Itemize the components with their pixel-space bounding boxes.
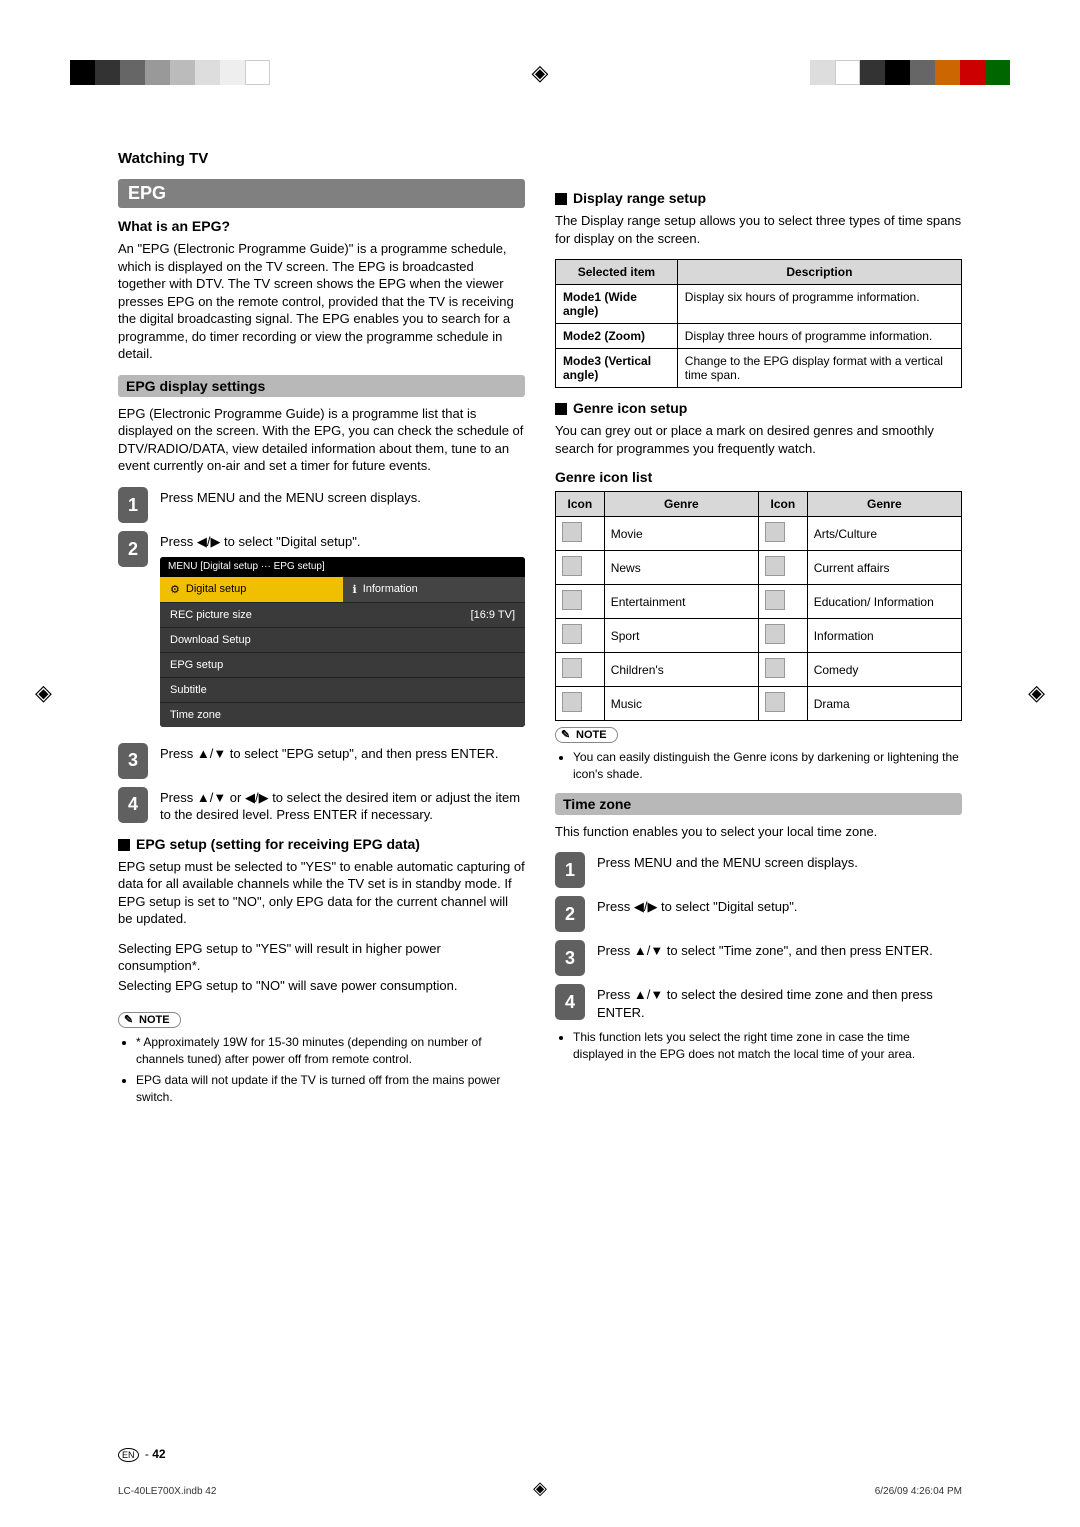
range-item: Mode2 (Zoom) <box>556 324 678 349</box>
genre-note-list: You can easily distinguish the Genre ico… <box>555 749 962 783</box>
range-desc: Display six hours of programme informati… <box>677 285 961 324</box>
note-item: This function lets you select the right … <box>573 1029 962 1063</box>
step-num: 4 <box>555 984 585 1020</box>
range-table: Selected item Description Mode1 (Wide an… <box>555 259 962 388</box>
footer-date: 6/26/09 4:26:04 PM <box>875 1486 962 1497</box>
range-th: Description <box>677 260 961 285</box>
genre-icon <box>562 556 582 576</box>
menu-item: Subtitle <box>160 677 525 702</box>
tz-step-3: 3 Press ▲/▼ to select "Time zone", and t… <box>555 940 962 976</box>
epg-display-settings-bar: EPG display settings <box>118 375 525 397</box>
genre-icon <box>765 590 785 610</box>
info-icon: ℹ <box>353 583 357 596</box>
crop-squares-right <box>810 60 1010 85</box>
display-range-body: The Display range setup allows you to se… <box>555 212 962 247</box>
footer-page: EN - 42 <box>118 1447 962 1462</box>
step-text: Press ▲/▼ to select "Time zone", and the… <box>597 940 933 960</box>
registration-mark-right: ◈ <box>1028 680 1045 706</box>
note-list-left: * Approximately 19W for 15-30 minutes (d… <box>118 1034 525 1105</box>
menu-item: Download Setup <box>160 627 525 652</box>
range-desc: Change to the EPG display format with a … <box>677 349 961 388</box>
menu-item: Time zone <box>160 702 525 727</box>
registration-mark-top: ◈ <box>532 60 549 86</box>
tz-step-1: 1 Press MENU and the MENU screen display… <box>555 852 962 888</box>
genre-icon <box>562 624 582 644</box>
step-text: Press MENU and the MENU screen displays. <box>597 852 858 872</box>
left-column: Watching TV EPG What is an EPG? An "EPG … <box>118 150 525 1110</box>
step-num: 1 <box>118 487 148 523</box>
step-num: 2 <box>118 531 148 567</box>
genre-list-title: Genre icon list <box>555 469 962 485</box>
genre-icon <box>765 556 785 576</box>
note-item: EPG data will not update if the TV is tu… <box>136 1072 525 1106</box>
step-1: 1 Press MENU and the MENU screen display… <box>118 487 525 523</box>
note-badge: NOTE <box>555 727 618 743</box>
step-num: 3 <box>555 940 585 976</box>
time-zone-body: This function enables you to select your… <box>555 823 962 841</box>
step-num: 2 <box>555 896 585 932</box>
genre-icon <box>562 522 582 542</box>
crop-marks: ◈ <box>0 60 1080 90</box>
what-is-epg-title: What is an EPG? <box>118 218 525 234</box>
note-item: * Approximately 19W for 15-30 minutes (d… <box>136 1034 525 1068</box>
genre-icon <box>562 692 582 712</box>
menu-item: EPG setup <box>160 652 525 677</box>
note-badge: NOTE <box>118 1012 181 1028</box>
menu-breadcrumb: MENU [Digital setup ··· EPG setup] <box>160 557 525 576</box>
step-num: 4 <box>118 787 148 823</box>
range-item: Mode3 (Vertical angle) <box>556 349 678 388</box>
range-desc: Display three hours of programme informa… <box>677 324 961 349</box>
step-text: Press ◀/▶ to select "Digital setup". <box>160 531 525 551</box>
menu-tab-info: ℹInformation <box>343 576 526 602</box>
step-4: 4 Press ▲/▼ or ◀/▶ to select the desired… <box>118 787 525 824</box>
step-num: 1 <box>555 852 585 888</box>
genre-icon <box>765 692 785 712</box>
settings-icon: ⚙ <box>170 583 180 596</box>
display-range-title: Display range setup <box>555 190 962 206</box>
genre-icon <box>765 624 785 644</box>
tz-note-list: This function lets you select the right … <box>555 1029 962 1063</box>
page-header: Watching TV <box>118 150 525 167</box>
lang-badge: EN <box>118 1448 139 1462</box>
step-3: 3 Press ▲/▼ to select "EPG setup", and t… <box>118 743 525 779</box>
right-column: Display range setup The Display range se… <box>555 150 962 1110</box>
genre-icon <box>562 590 582 610</box>
epg-header: EPG <box>118 179 525 208</box>
registration-mark-bottom: ◈ <box>533 1478 547 1499</box>
genre-icon <box>765 658 785 678</box>
epg-setup-heading: EPG setup (setting for receiving EPG dat… <box>118 836 525 852</box>
registration-mark-left: ◈ <box>35 680 52 706</box>
genre-table: Icon Genre Icon Genre MovieArts/Culture … <box>555 491 962 721</box>
what-is-epg-body: An "EPG (Electronic Programme Guide)" is… <box>118 240 525 363</box>
range-th: Selected item <box>556 260 678 285</box>
epg-display-body: EPG (Electronic Programme Guide) is a pr… <box>118 405 525 475</box>
tz-step-2: 2 Press ◀/▶ to select "Digital setup". <box>555 896 962 932</box>
page-content: Watching TV EPG What is an EPG? An "EPG … <box>0 0 1080 1170</box>
menu-mock: MENU [Digital setup ··· EPG setup] ⚙Digi… <box>160 557 525 727</box>
footer-file: LC-40LE700X.indb 42 <box>118 1486 216 1497</box>
epg-setup-body2: Selecting EPG setup to "YES" will result… <box>118 940 525 975</box>
tz-step-4: 4 Press ▲/▼ to select the desired time z… <box>555 984 962 1021</box>
genre-icon-title: Genre icon setup <box>555 400 962 416</box>
time-zone-bar: Time zone <box>555 793 962 815</box>
note-item: You can easily distinguish the Genre ico… <box>573 749 962 783</box>
genre-icon-body: You can grey out or place a mark on desi… <box>555 422 962 457</box>
range-item: Mode1 (Wide angle) <box>556 285 678 324</box>
crop-squares-left <box>70 60 270 85</box>
menu-tab-digital: ⚙Digital setup <box>160 576 343 602</box>
step-num: 3 <box>118 743 148 779</box>
step-text: Press ◀/▶ to select "Digital setup". <box>597 896 797 916</box>
step-text: Press ▲/▼ to select the desired time zon… <box>597 984 962 1021</box>
menu-item: REC picture size[16:9 TV] <box>160 602 525 627</box>
genre-icon <box>765 522 785 542</box>
epg-setup-body3: Selecting EPG setup to "NO" will save po… <box>118 977 525 995</box>
step-text: Press ▲/▼ to select "EPG setup", and the… <box>160 743 498 763</box>
step-text: Press MENU and the MENU screen displays. <box>160 487 421 507</box>
step-text: Press ▲/▼ or ◀/▶ to select the desired i… <box>160 787 525 824</box>
epg-setup-body1: EPG setup must be selected to "YES" to e… <box>118 858 525 928</box>
step-2: 2 Press ◀/▶ to select "Digital setup". M… <box>118 531 525 735</box>
genre-icon <box>562 658 582 678</box>
